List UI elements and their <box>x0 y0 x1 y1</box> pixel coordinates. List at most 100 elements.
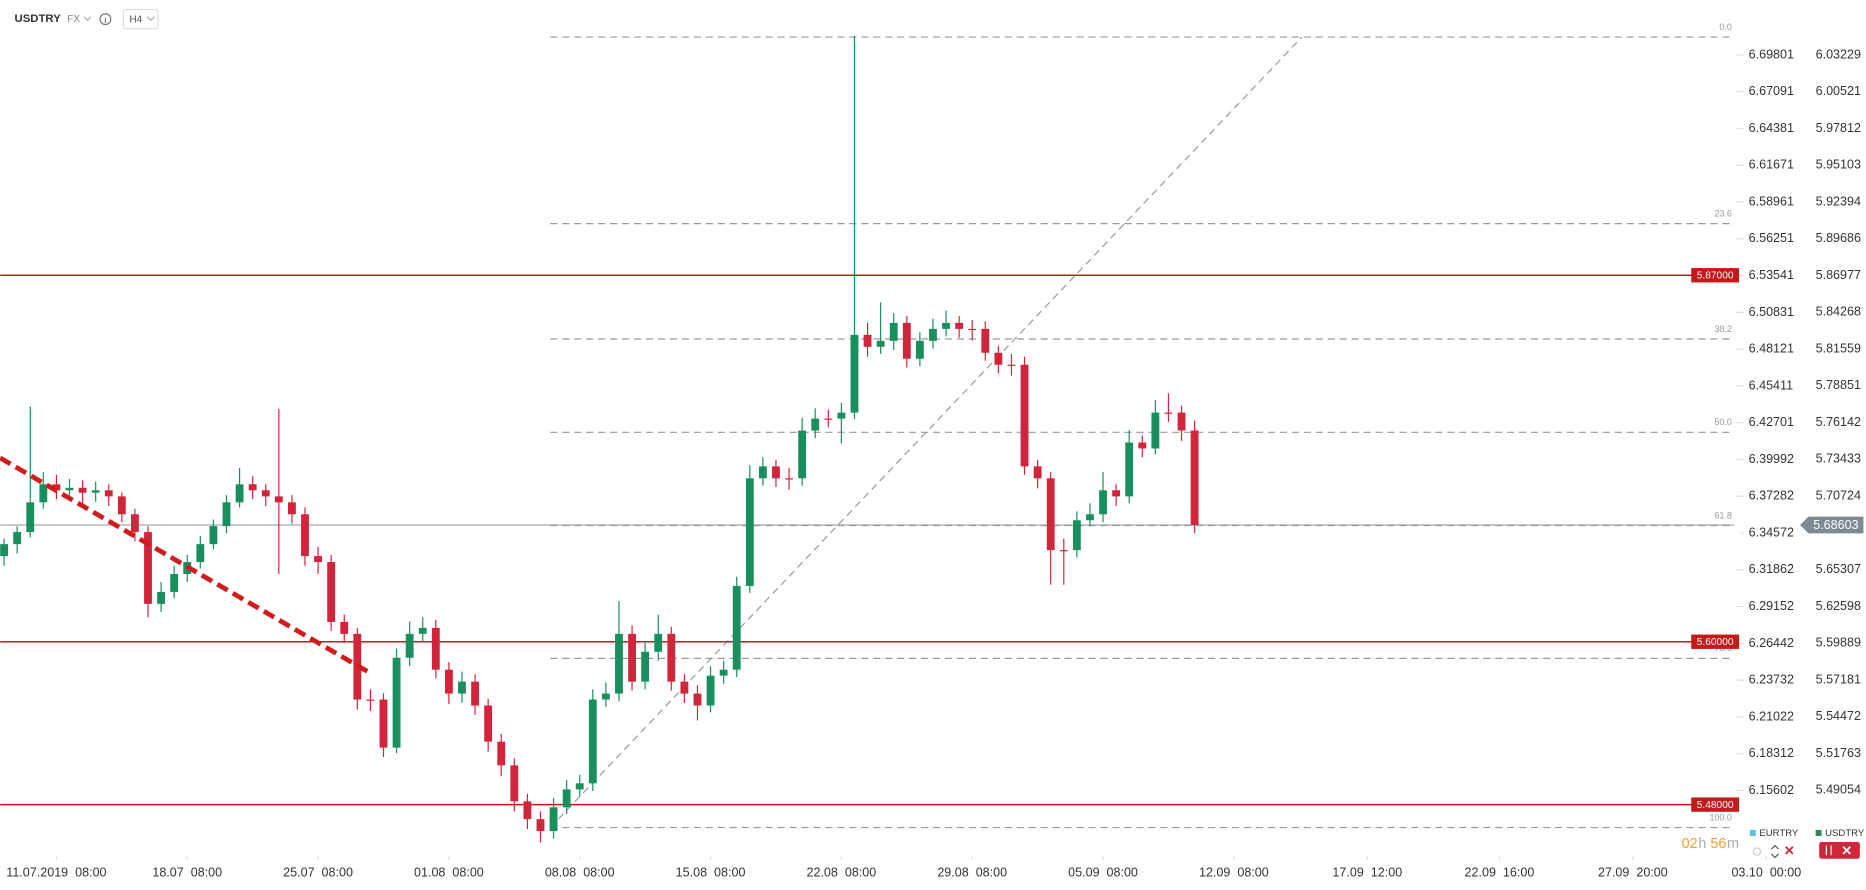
y2-tick-label: 6.34572 <box>1749 525 1794 539</box>
candle-icon <box>1825 845 1832 856</box>
market-caret[interactable] <box>83 16 92 22</box>
candle-body <box>144 532 152 604</box>
candle-body <box>536 819 545 832</box>
y-tick-label: 5.76142 <box>1816 415 1861 429</box>
current-price-box <box>1800 516 1864 534</box>
fib-level-label: 23.6 <box>1714 208 1731 218</box>
y2-tick-label: 6.29152 <box>1749 599 1794 613</box>
candle-body <box>837 412 846 419</box>
candle-body <box>628 633 636 682</box>
interval-box[interactable] <box>122 8 159 30</box>
candle-body <box>130 514 139 533</box>
candle-body <box>1020 364 1029 467</box>
candle-body <box>222 502 231 527</box>
y-tick-label: 6.00521 <box>1816 84 1861 98</box>
candle-body <box>287 502 296 515</box>
symbol[interactable]: USDTRY <box>15 13 62 25</box>
candle-body <box>732 585 741 670</box>
candle-body <box>1099 490 1107 515</box>
remove-icon[interactable] <box>1785 846 1794 855</box>
y-tick-label: 5.54472 <box>1816 709 1861 723</box>
candle-body <box>209 526 218 545</box>
candle-body <box>745 478 754 586</box>
legend-swatch <box>1815 829 1822 836</box>
candle-body <box>431 627 440 670</box>
close-series-button[interactable] <box>1819 841 1860 859</box>
candle-body <box>706 675 715 706</box>
candle-body <box>26 502 35 533</box>
candle-body <box>601 693 610 700</box>
y2-tick-label: 6.67091 <box>1749 84 1794 98</box>
y-tick-label: 5.70724 <box>1816 488 1861 502</box>
candle-body <box>405 633 414 658</box>
y2-tick-label: 6.21022 <box>1749 709 1794 723</box>
market[interactable]: FX <box>67 14 80 25</box>
candle-body <box>785 478 793 480</box>
x-tick-label: 25.07 08:00 <box>283 865 353 879</box>
eye-icon[interactable] <box>1752 847 1762 856</box>
candle-body <box>693 693 702 706</box>
x-tick-label: 05.09 08:00 <box>1068 865 1138 879</box>
candle-body <box>170 574 179 592</box>
candle-body <box>261 490 270 497</box>
y2-tick-label: 6.23732 <box>1749 673 1794 687</box>
candle-body <box>484 705 493 742</box>
candle-body <box>641 651 650 682</box>
candle-body <box>719 669 728 676</box>
close-series-icon <box>1842 846 1851 855</box>
y-tick-label: 5.51763 <box>1816 746 1861 760</box>
x-tick-label: 08.08 08:00 <box>545 865 615 879</box>
candle-body <box>248 484 257 491</box>
candle-body <box>471 681 479 706</box>
y2-tick-label: 6.15602 <box>1749 783 1794 797</box>
y2-tick-label: 6.37282 <box>1749 489 1794 503</box>
y2-tick-label: 6.50831 <box>1749 305 1794 319</box>
info-icon[interactable] <box>99 13 112 26</box>
y-tick-label: 5.62598 <box>1816 599 1861 613</box>
legend-label: USDTRY <box>1825 828 1865 839</box>
candle-body <box>667 633 676 682</box>
candle-body <box>562 789 571 808</box>
candle-body <box>1190 430 1199 525</box>
fib-level-label: 100.0 <box>1709 812 1731 822</box>
x-tick-label: 18.07 08:00 <box>152 865 222 879</box>
x-tick-label: 01.08 08:00 <box>414 865 484 879</box>
candle-body <box>392 657 401 748</box>
y-tick-label: 5.97812 <box>1816 121 1861 135</box>
candle-body <box>13 532 22 545</box>
price-level-box <box>1691 634 1740 649</box>
candle-body <box>942 322 950 329</box>
candle-body <box>1177 412 1186 431</box>
y2-tick-label: 6.64381 <box>1749 121 1794 135</box>
candle-body <box>968 328 977 331</box>
plot: 6.03229 6.00521 5.97812 5.95103 5.92394 5.896… <box>0 22 1864 879</box>
candle-body <box>196 544 205 563</box>
legend-label: EURTRY <box>1759 828 1799 839</box>
y-tick-label: 5.59889 <box>1816 636 1861 650</box>
y2-tick-label: 6.18312 <box>1749 746 1794 760</box>
candle-body <box>444 669 453 694</box>
candle-body <box>889 322 898 341</box>
y2-tick-label: 6.42701 <box>1749 415 1794 429</box>
candle-body <box>1086 514 1094 521</box>
fib-level-label: 61.8 <box>1714 510 1731 520</box>
y2-tick-label: 6.56251 <box>1749 231 1794 245</box>
candle-body <box>863 334 872 347</box>
current-price-label: 5.68603 <box>1813 518 1858 532</box>
candle-body <box>1046 478 1055 551</box>
y-tick-label: 5.73433 <box>1816 452 1861 466</box>
interval[interactable]: H4 <box>129 14 142 25</box>
candle-body <box>104 490 113 497</box>
x-tick-label: 22.08 08:00 <box>806 865 876 879</box>
y-tick-label: 5.57181 <box>1816 672 1861 686</box>
candle-body <box>758 466 767 479</box>
y-tick-label: 5.65307 <box>1816 562 1861 576</box>
candle-body <box>588 699 597 784</box>
fib-anchor-line <box>549 36 1303 828</box>
candle-body <box>523 801 532 820</box>
y-tick-label: 5.78851 <box>1816 378 1861 392</box>
move-icon[interactable] <box>1770 844 1779 859</box>
countdown-h: h <box>1698 836 1706 852</box>
